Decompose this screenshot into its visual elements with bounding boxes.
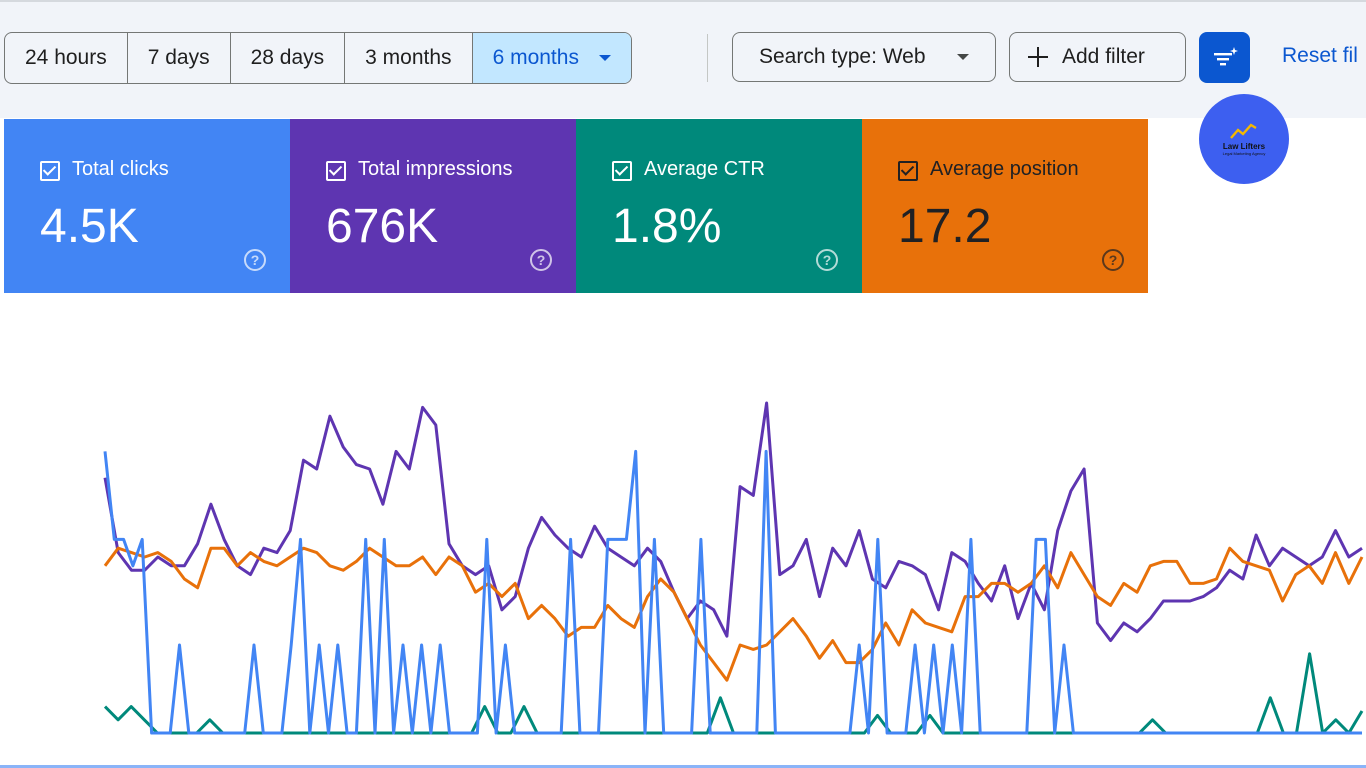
series-line-1	[103, 546, 1364, 682]
help-icon[interactable]: ?	[530, 249, 552, 271]
add-filter-button[interactable]: Add filter	[1009, 32, 1186, 82]
range-24-hours[interactable]: 24 hours	[5, 33, 128, 83]
caret-down-icon	[598, 55, 611, 61]
series-line-0	[103, 401, 1363, 643]
help-icon[interactable]: ?	[1102, 249, 1124, 271]
reset-filters-link[interactable]: Reset fil	[1282, 44, 1358, 67]
metric-card-average-position[interactable]: Average position 17.2 ?	[862, 119, 1148, 293]
checkbox-checked-icon[interactable]	[326, 161, 346, 181]
filter-sparkle-icon	[1213, 46, 1238, 65]
plus-icon	[1028, 47, 1048, 67]
metric-card-total-impressions[interactable]: Total impressions 676K ?	[290, 119, 576, 293]
metric-label: Total impressions	[358, 158, 513, 180]
logo-name: Law Lifters	[1222, 142, 1266, 151]
range-label: 7 days	[147, 46, 210, 69]
logo-tagline: Legal Marketing Agency	[1222, 151, 1266, 156]
search-type-dropdown[interactable]: Search type: Web	[732, 32, 996, 82]
search-type-label: Search type: Web	[759, 45, 926, 68]
metric-label: Total clicks	[72, 158, 169, 180]
filter-sparkle-button[interactable]	[1199, 32, 1250, 83]
metric-value: 4.5K	[40, 200, 139, 253]
metric-value: 1.8%	[612, 200, 722, 253]
metric-cards: Total clicks 4.5K ? Total impressions 67…	[4, 119, 1148, 293]
checkbox-checked-icon[interactable]	[612, 161, 632, 181]
range-6-months-dropdown[interactable]: 6 months	[472, 33, 631, 83]
caret-down-icon	[957, 54, 969, 60]
metric-label: Average CTR	[644, 158, 765, 180]
range-label: 28 days	[250, 46, 325, 69]
date-range-selector: 24 hours 7 days 28 days 3 months 6 month…	[4, 32, 632, 84]
range-3-months[interactable]: 3 months	[345, 33, 473, 83]
performance-line-chart	[103, 401, 1364, 735]
range-28-days[interactable]: 28 days	[231, 33, 346, 83]
metric-card-total-clicks[interactable]: Total clicks 4.5K ?	[4, 119, 290, 293]
metric-value: 676K	[326, 200, 439, 253]
logo-graph-icon	[1230, 123, 1257, 139]
add-filter-label: Add filter	[1062, 45, 1145, 68]
toolbar: 24 hours 7 days 28 days 3 months 6 month…	[0, 0, 1366, 118]
metric-value: 17.2	[898, 200, 992, 253]
logo: Law Lifters Legal Marketing Agency	[1199, 94, 1289, 184]
metric-card-average-ctr[interactable]: Average CTR 1.8% ?	[576, 119, 862, 293]
series-line-3	[103, 449, 1362, 735]
chart-bottom-border	[0, 765, 1366, 768]
help-icon[interactable]: ?	[816, 249, 838, 271]
help-icon[interactable]: ?	[244, 249, 266, 271]
range-7-days[interactable]: 7 days	[128, 33, 231, 83]
range-label: 24 hours	[25, 46, 107, 69]
divider	[707, 34, 708, 82]
range-label: 6 months	[492, 46, 579, 69]
metric-label: Average position	[930, 158, 1079, 180]
range-label: 3 months	[365, 46, 452, 69]
checkbox-checked-icon[interactable]	[898, 161, 918, 181]
checkbox-checked-icon[interactable]	[40, 161, 60, 181]
